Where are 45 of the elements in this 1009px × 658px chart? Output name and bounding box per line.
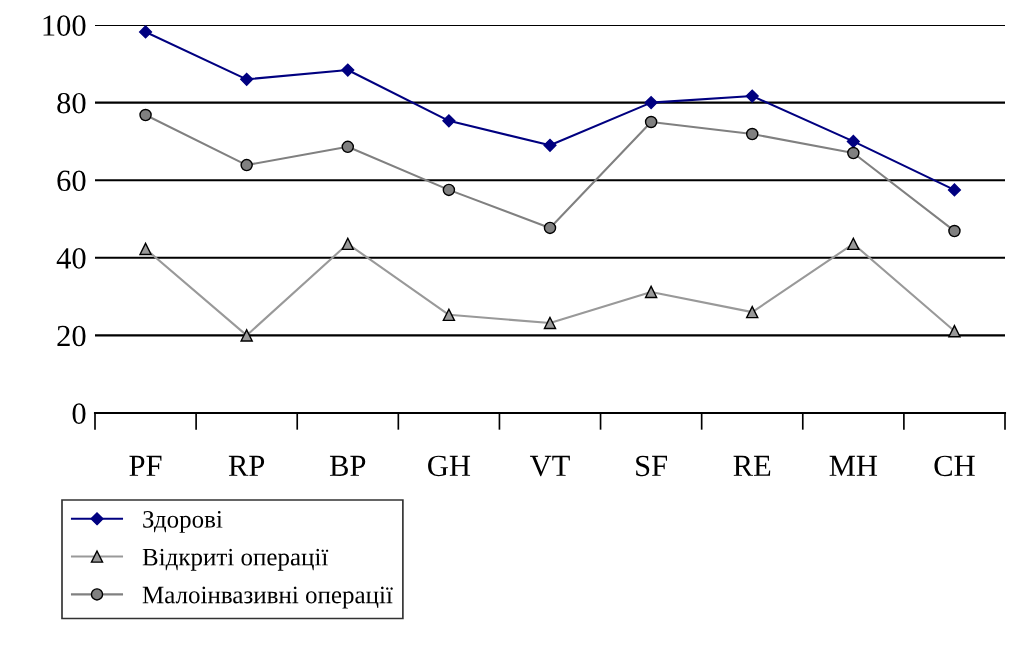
x-tick-label: PF bbox=[129, 455, 162, 476]
x-tick-label: CH bbox=[934, 455, 975, 477]
y-tick-label: 80 bbox=[57, 92, 86, 114]
point bbox=[139, 242, 152, 256]
point bbox=[240, 158, 253, 172]
point bbox=[947, 183, 962, 197]
point bbox=[442, 308, 456, 322]
legend-label: Малоінвазивні операції bbox=[142, 586, 393, 609]
point bbox=[139, 108, 152, 122]
point bbox=[644, 96, 658, 110]
y-tick-label: 60 bbox=[57, 170, 86, 192]
y-tick-label: 0 bbox=[72, 403, 86, 424]
legend-label: Відкриті операції bbox=[142, 548, 329, 571]
y-tick-label: 20 bbox=[57, 325, 86, 347]
point bbox=[341, 63, 355, 77]
point bbox=[240, 72, 254, 86]
x-tick-label: RP bbox=[228, 455, 265, 476]
point bbox=[442, 183, 456, 197]
point bbox=[644, 115, 658, 129]
point bbox=[745, 127, 759, 141]
x-tick-label: RE bbox=[733, 455, 771, 476]
legend-label: Здорові bbox=[143, 510, 223, 533]
point bbox=[846, 134, 860, 148]
point bbox=[644, 285, 658, 299]
x-tick-label: BP bbox=[329, 455, 366, 476]
point bbox=[341, 140, 355, 154]
y-tick-label: 100 bbox=[43, 15, 86, 36]
point bbox=[341, 237, 355, 251]
point bbox=[543, 316, 557, 330]
point bbox=[847, 146, 860, 160]
point bbox=[948, 224, 961, 238]
x-tick-label: SF bbox=[636, 455, 667, 477]
point bbox=[745, 305, 759, 319]
point bbox=[138, 25, 153, 39]
point bbox=[240, 329, 253, 342]
x-tick-label: MH bbox=[829, 455, 878, 476]
x-tick-label: GH bbox=[428, 455, 471, 477]
point bbox=[948, 324, 961, 338]
point bbox=[442, 114, 456, 128]
x-tick-label: VT bbox=[529, 455, 570, 477]
point bbox=[847, 237, 860, 251]
point bbox=[543, 138, 557, 152]
point bbox=[543, 221, 557, 235]
y-tick-label: 40 bbox=[56, 248, 86, 269]
point bbox=[745, 89, 759, 103]
